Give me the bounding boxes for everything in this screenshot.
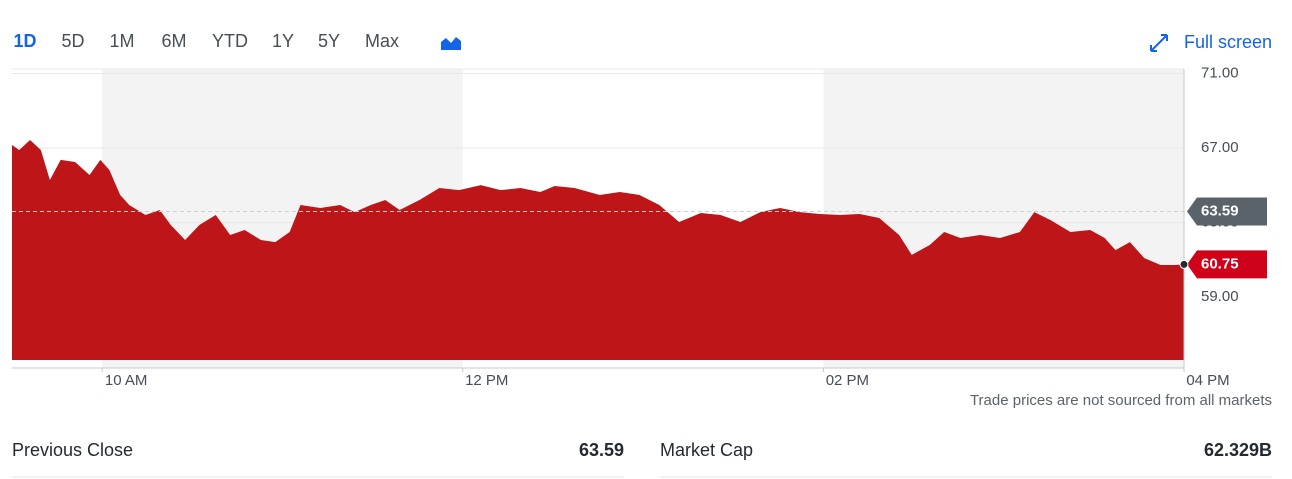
market-note: Trade prices are not sourced from all ma…	[970, 392, 1272, 409]
range-button[interactable]: 5D	[61, 31, 84, 51]
previous-close-box	[1187, 197, 1267, 226]
last-price-box	[1187, 250, 1267, 279]
y-tick-label: 59.00	[1201, 288, 1239, 305]
last-price-label: 60.75	[1201, 255, 1239, 272]
toolbar: 1D 5D 1M 6M YTD 1Y 5Y Max	[13, 31, 399, 51]
y-tick-label: 71.00	[1201, 64, 1239, 81]
previous-close-label: 63.59	[1201, 202, 1239, 219]
stat-label: Market Cap	[660, 440, 753, 460]
range-button[interactable]: 5Y	[318, 31, 340, 51]
x-tick-label: 12 PM	[465, 372, 508, 389]
last-price-dot	[1179, 259, 1189, 269]
range-button[interactable]: 1Y	[272, 31, 294, 51]
x-tick-label: 04 PM	[1186, 372, 1229, 389]
fullscreen-icon[interactable]	[1150, 34, 1168, 52]
fullscreen-link[interactable]: Full screen	[1184, 32, 1272, 52]
range-button[interactable]: YTD	[212, 31, 248, 51]
chart-type-icon[interactable]	[441, 37, 461, 50]
range-button[interactable]: 1M	[109, 31, 134, 51]
range-button[interactable]: 6M	[161, 31, 186, 51]
stat-value: 63.59	[579, 440, 624, 460]
price-area	[12, 139, 1184, 360]
stat-value: 62.329B	[1204, 440, 1272, 460]
x-tick-label: 02 PM	[826, 372, 869, 389]
stat-label: Previous Close	[12, 440, 133, 460]
range-button[interactable]: Max	[365, 31, 399, 51]
x-tick-label: 10 AM	[105, 372, 148, 389]
y-tick-label: 67.00	[1201, 139, 1239, 156]
range-button[interactable]: 1D	[13, 31, 36, 51]
